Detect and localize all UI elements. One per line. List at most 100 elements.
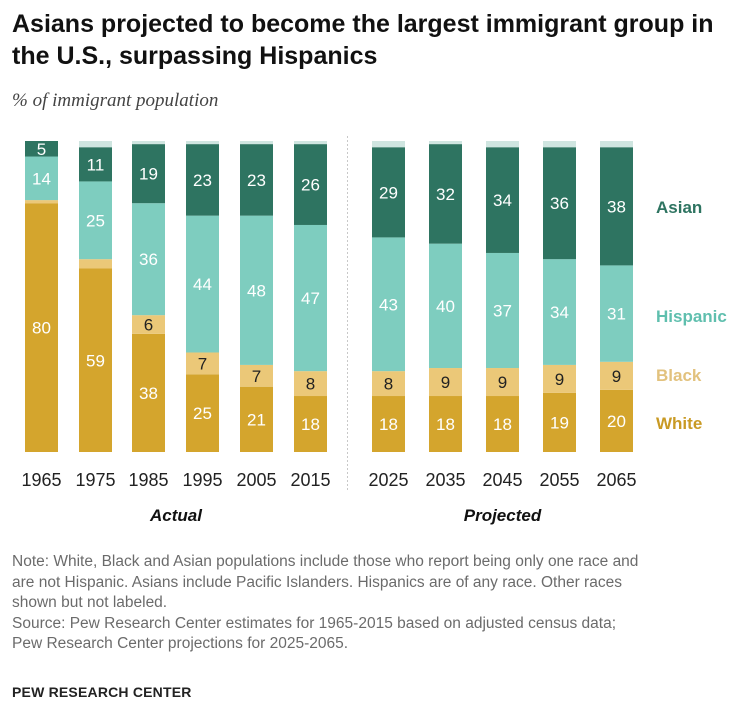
- data-label: 18: [436, 415, 455, 434]
- bar-segment-other: [240, 141, 273, 145]
- bar-segment-asian: [486, 147, 519, 253]
- x-tick-label: 2045: [482, 470, 522, 490]
- data-label: 80: [32, 319, 51, 338]
- bar-segment-black: [543, 364, 576, 393]
- data-label: 8: [384, 375, 393, 394]
- bar-segment-black: [294, 371, 327, 397]
- data-label: 9: [555, 370, 564, 389]
- bar-segment-hispanic: [429, 243, 462, 369]
- bar-segment-other: [294, 141, 327, 145]
- x-tick-label: 1965: [21, 470, 61, 490]
- x-tick-label: 1995: [182, 470, 222, 490]
- bar-segment-hispanic: [600, 265, 633, 362]
- bar-segment-asian: [600, 147, 633, 266]
- x-tick-label: 2055: [539, 470, 579, 490]
- brand-logo-text: PEW RESEARCH CENTER: [12, 684, 192, 700]
- data-label: 25: [86, 211, 105, 230]
- data-label: 37: [493, 301, 512, 320]
- data-label: 9: [441, 373, 450, 392]
- data-label: 7: [198, 354, 207, 373]
- bar-segment-white: [429, 396, 462, 452]
- bar-segment-white: [294, 396, 327, 452]
- bar-segment-hispanic: [25, 156, 58, 201]
- data-label: 8: [306, 375, 315, 394]
- data-label: 23: [247, 171, 266, 190]
- data-label: 7: [252, 367, 261, 386]
- data-label: 36: [139, 250, 158, 269]
- bar-segment-hispanic: [186, 215, 219, 353]
- data-label: 26: [301, 176, 320, 195]
- bar-segment-hispanic: [372, 237, 405, 372]
- x-tick-label: 2065: [596, 470, 636, 490]
- bar-segment-asian: [186, 144, 219, 216]
- data-label: 29: [379, 183, 398, 202]
- data-label: 38: [607, 197, 626, 216]
- note-line: are not Hispanic. Asians include Pacific…: [12, 573, 622, 591]
- bar-segment-hispanic: [79, 181, 112, 260]
- data-label: 23: [193, 171, 212, 190]
- bar-segment-black: [372, 371, 405, 397]
- group-label-projected: Projected: [464, 506, 542, 525]
- chart-title: Asians projected to become the largest i…: [12, 10, 714, 70]
- data-label: 5: [37, 140, 46, 159]
- bar-segment-other: [79, 141, 112, 148]
- x-tick-label: 2005: [236, 470, 276, 490]
- data-label: 59: [86, 351, 105, 370]
- data-label: 36: [550, 194, 569, 213]
- bar-segment-white: [600, 389, 633, 452]
- bar-segment-white: [372, 396, 405, 452]
- bar-segment-other: [429, 141, 462, 145]
- data-label: 6: [144, 315, 153, 334]
- data-label: 34: [493, 191, 512, 210]
- data-label: 9: [498, 373, 507, 392]
- chart-subtitle: % of immigrant population: [12, 90, 219, 111]
- note-line: Note: White, Black and Asian populations…: [12, 553, 639, 570]
- x-tick-label: 2035: [425, 470, 465, 490]
- bar-segment-other: [372, 141, 405, 148]
- data-label: 9: [612, 367, 621, 386]
- chart-note: Note: White, Black and Asian populations…: [12, 552, 747, 655]
- data-label: 32: [436, 185, 455, 204]
- data-label: 14: [32, 169, 51, 188]
- bar-segment-white: [25, 203, 58, 452]
- data-label: 21: [247, 410, 266, 429]
- data-label: 18: [493, 415, 512, 434]
- bar-segment-other: [543, 141, 576, 148]
- bar-segment-asian: [240, 144, 273, 216]
- data-label: 19: [139, 165, 158, 184]
- data-label: 47: [301, 289, 320, 308]
- bar-segment-black: [240, 364, 273, 387]
- bar-segment-black: [25, 200, 58, 204]
- data-label: 38: [139, 384, 158, 403]
- bar-segment-asian: [132, 144, 165, 204]
- bar-segment-black: [429, 368, 462, 397]
- data-label: 31: [607, 305, 626, 324]
- bar-segment-asian: [543, 147, 576, 260]
- data-label: 18: [379, 415, 398, 434]
- data-label: 40: [436, 297, 455, 316]
- bar-segment-black: [186, 352, 219, 375]
- data-label: 20: [607, 412, 626, 431]
- bar-segment-black: [600, 361, 633, 390]
- x-tick-label: 1975: [75, 470, 115, 490]
- data-label: 19: [550, 413, 569, 432]
- data-label: 48: [247, 281, 266, 300]
- legend-black: Black: [656, 366, 702, 385]
- bar-segment-hispanic: [294, 224, 327, 372]
- data-label: 44: [193, 275, 212, 294]
- bar-segment-hispanic: [486, 252, 519, 369]
- bar-segment-other: [600, 141, 633, 148]
- bar-segment-asian: [79, 147, 112, 182]
- bar-segment-white: [79, 268, 112, 452]
- source-line: Pew Research Center projections for 2025…: [12, 635, 349, 652]
- bar-segment-hispanic: [543, 259, 576, 365]
- bar-segment-black: [486, 368, 519, 397]
- bar-segment-hispanic: [240, 215, 273, 365]
- bar-segment-black: [132, 315, 165, 334]
- bar-segment-asian: [294, 144, 327, 225]
- bar-segment-white: [186, 374, 219, 452]
- bar-segment-asian: [429, 144, 462, 244]
- bar-segment-asian: [25, 141, 58, 157]
- data-label: 25: [193, 404, 212, 423]
- legend-asian: Asian: [656, 198, 702, 217]
